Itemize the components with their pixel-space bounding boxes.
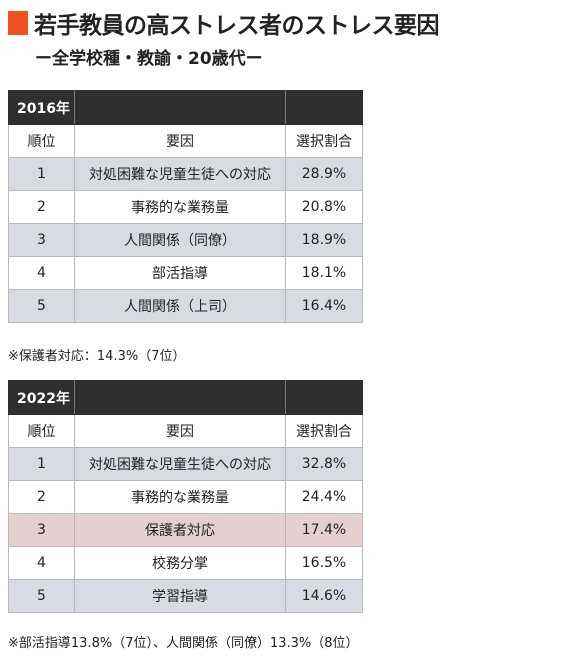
column-header-rank: 順位 [8, 414, 75, 448]
year-label: 2022年 [8, 380, 75, 415]
factor-cell: 学習指導 [74, 579, 286, 613]
factor-cell: 人間関係（上司） [74, 289, 286, 323]
rank-cell: 5 [8, 579, 75, 613]
ratio-cell: 14.6% [285, 579, 363, 613]
table-row: 1 対処困難な児童生徒への対応 28.9% [8, 157, 363, 191]
table-row: 4 部活指導 18.1% [8, 256, 363, 290]
column-header-ratio: 選択割合 [285, 414, 363, 448]
ratio-cell: 24.4% [285, 480, 363, 514]
factor-cell: 事務的な業務量 [74, 480, 286, 514]
rank-cell: 4 [8, 256, 75, 290]
rank-cell: 5 [8, 289, 75, 323]
column-header-rank: 順位 [8, 124, 75, 158]
page-subtitle: ー全学校種・教諭・20歳代ー [35, 49, 263, 69]
year-header-blank [74, 90, 286, 125]
rank-cell: 1 [8, 447, 75, 481]
table-row: 4 校務分掌 16.5% [8, 546, 363, 580]
ratio-cell: 32.8% [285, 447, 363, 481]
table-row: 5 学習指導 14.6% [8, 579, 363, 613]
rank-cell: 3 [8, 223, 75, 257]
rank-cell: 4 [8, 546, 75, 580]
rank-cell: 1 [8, 157, 75, 191]
factor-cell: 事務的な業務量 [74, 190, 286, 224]
column-header-row: 順位 要因 選択割合 [8, 414, 363, 448]
rank-cell: 2 [8, 190, 75, 224]
ratio-cell: 18.9% [285, 223, 363, 257]
factor-cell: 人間関係（同僚） [74, 223, 286, 257]
year-header-blank [74, 380, 286, 415]
table-row: 2 事務的な業務量 20.8% [8, 190, 363, 224]
title-row: 若手教員の高ストレス者のストレス要因 [8, 6, 564, 40]
ratio-cell: 18.1% [285, 256, 363, 290]
ratio-cell: 17.4% [285, 513, 363, 547]
factor-cell: 対処困難な児童生徒への対応 [74, 447, 286, 481]
factor-cell: 校務分掌 [74, 546, 286, 580]
year-header-row: 2016年 [8, 90, 363, 125]
table-row: 2 事務的な業務量 24.4% [8, 480, 363, 514]
page-title: 若手教員の高ストレス者のストレス要因 [34, 13, 440, 39]
factor-cell: 部活指導 [74, 256, 286, 290]
year-header-blank [285, 90, 363, 125]
table-row: 3 人間関係（同僚） 18.9% [8, 223, 363, 257]
rank-cell: 3 [8, 513, 75, 547]
ratio-cell: 20.8% [285, 190, 363, 224]
table-2022: 2022年 順位 要因 選択割合 1 対処困難な児童生徒への対応 32.8% 2… [8, 380, 363, 613]
factor-cell: 対処困難な児童生徒への対応 [74, 157, 286, 191]
ratio-cell: 28.9% [285, 157, 363, 191]
note-2022: ※部活指導13.8%（7位）、人間関係（同僚）13.3%（8位） [8, 636, 359, 651]
note-2016: ※保護者対応：14.3%（7位） [8, 349, 186, 364]
ratio-cell: 16.5% [285, 546, 363, 580]
table-row: 5 人間関係（上司） 16.4% [8, 289, 363, 323]
ratio-cell: 16.4% [285, 289, 363, 323]
table-row-highlighted: 3 保護者対応 17.4% [8, 513, 363, 547]
column-header-ratio: 選択割合 [285, 124, 363, 158]
column-header-row: 順位 要因 選択割合 [8, 124, 363, 158]
table-2016: 2016年 順位 要因 選択割合 1 対処困難な児童生徒への対応 28.9% 2… [8, 90, 363, 323]
factor-cell: 保護者対応 [74, 513, 286, 547]
rank-cell: 2 [8, 480, 75, 514]
column-header-factor: 要因 [74, 414, 286, 448]
title-block: 若手教員の高ストレス者のストレス要因 ー全学校種・教諭・20歳代ー [8, 6, 564, 69]
title-accent-square [8, 11, 28, 35]
year-header-blank [285, 380, 363, 415]
column-header-factor: 要因 [74, 124, 286, 158]
year-header-row: 2022年 [8, 380, 363, 415]
table-row: 1 対処困難な児童生徒への対応 32.8% [8, 447, 363, 481]
year-label: 2016年 [8, 90, 75, 125]
